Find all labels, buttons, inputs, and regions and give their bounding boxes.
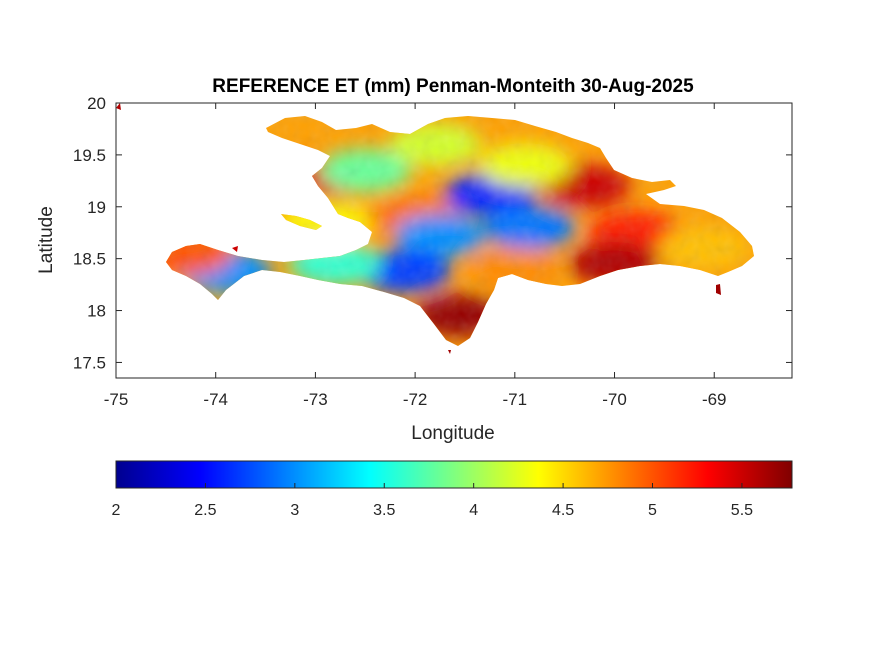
y-tick-label: 18	[87, 302, 106, 321]
colorbar-tick-label: 5.5	[731, 502, 753, 519]
y-axis: 20 19.5 19 18.5 18 17.5	[73, 94, 792, 372]
y-tick-label: 19	[87, 198, 106, 217]
offshore-speck	[448, 350, 451, 354]
x-axis: -75 -74 -73 -72 -71 -70 -69	[104, 103, 727, 409]
colorbar-tick-label: 3	[290, 502, 299, 519]
y-tick-label: 17.5	[73, 353, 106, 372]
y-axis-label: Latitude	[36, 206, 57, 274]
offshore-speck	[116, 103, 121, 110]
colorbar-tick-label: 2.5	[194, 502, 216, 519]
x-tick-label: -73	[303, 390, 328, 409]
chart-title: REFERENCE ET (mm) Penman-Monteith 30-Aug…	[212, 76, 694, 97]
x-tick-label: -75	[104, 390, 129, 409]
x-tick-label: -71	[503, 390, 528, 409]
y-tick-label: 19.5	[73, 146, 106, 165]
colorbar-tick-label: 4	[469, 502, 478, 519]
colorbar-tick-label: 4.5	[552, 502, 574, 519]
colorbar-tick-label: 3.5	[373, 502, 395, 519]
colorbar-tick-label: 5	[648, 502, 657, 519]
colorbar-ticks: 2 2.5 3 3.5 4 4.5 5 5.5	[112, 483, 753, 519]
x-tick-label: -70	[602, 390, 627, 409]
x-tick-label: -72	[403, 390, 428, 409]
offshore-speck	[716, 284, 721, 295]
colorbar-tick-label: 2	[112, 502, 121, 519]
y-tick-label: 18.5	[73, 250, 106, 269]
x-axis-label: Longitude	[411, 423, 494, 444]
x-tick-label: -69	[702, 390, 727, 409]
offshore-speck	[232, 246, 238, 252]
y-tick-label: 20	[87, 94, 106, 113]
colorbar	[115, 460, 793, 489]
x-tick-label: -74	[203, 390, 228, 409]
